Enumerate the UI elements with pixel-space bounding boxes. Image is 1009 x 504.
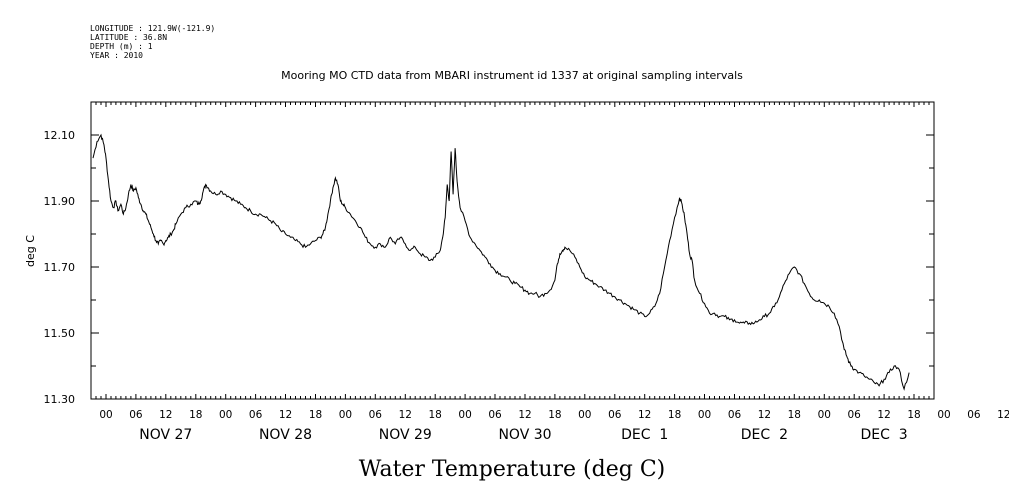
x-tick-label: 18 [907,409,920,421]
meta-latitude: LATITUDE : 36.8N [90,33,167,42]
x-day-labels: NOV 27 NOV 28 NOV 29 NOV 30 DEC 1 DEC 2 DEC 3 [139,427,907,443]
y-tick-label: 11.70 [44,261,76,274]
x-tick-label: 18 [189,409,202,421]
x-tick-label: 06 [848,409,862,421]
y-tick-labels: 11.30 11.50 11.70 11.90 12.10 [44,129,76,406]
y-axis-label: deg C [24,235,37,267]
x-tick-label: 00 [99,409,112,421]
x-tick-label: 18 [429,409,442,421]
x-tick-labels: 00 06 12 18 00 06 12 18 00 06 12 18 00 06 12 18 00 06 12 18… [99,409,1009,421]
x-tick-label: 12 [279,409,292,421]
x-tick-label: 00 [458,409,471,421]
x-tick-label: 00 [219,409,232,421]
x-tick-label: 12 [518,409,531,421]
y-tick-label: 11.50 [44,327,76,340]
x-tick-label: 06 [249,409,263,421]
x-tick-label: 06 [488,409,502,421]
x-tick-label: 06 [369,409,383,421]
plot-frame [90,101,935,400]
x-tick-label: 18 [548,409,561,421]
x-day-label: NOV 29 [379,427,432,443]
x-tick-label: 18 [668,409,681,421]
axis-ticks [90,101,935,400]
chart-title: Mooring MO CTD data from MBARI instrumen… [281,69,743,82]
x-tick-label: 00 [698,409,711,421]
x-tick-label: 18 [309,409,322,421]
x-tick-label: 00 [578,409,591,421]
x-day-label: DEC 1 [621,427,668,443]
x-day-label: DEC 3 [860,427,907,443]
x-tick-label: 06 [728,409,742,421]
meta-depth: DEPTH (m) : 1 [90,42,153,51]
x-tick-label: 06 [129,409,143,421]
x-tick-label: 06 [608,409,622,421]
series-line-water-temperature [92,133,910,391]
x-tick-label: 12 [758,409,771,421]
meta-longitude: LONGITUDE : 121.9W(-121.9) [90,24,215,33]
x-tick-label: 12 [997,409,1009,421]
x-tick-label: 12 [877,409,890,421]
y-tick-label: 11.90 [44,195,76,208]
y-tick-label: 11.30 [44,393,76,406]
x-tick-label: 12 [159,409,172,421]
x-day-label: NOV 30 [498,427,551,443]
x-tick-label: 18 [788,409,801,421]
metadata-block: LONGITUDE : 121.9W(-121.9) LATITUDE : 36… [90,24,215,60]
x-day-label: NOV 28 [259,427,312,443]
x-tick-label: 00 [339,409,352,421]
x-tick-label: 00 [937,409,950,421]
x-day-label: DEC 2 [741,427,788,443]
x-tick-label: 06 [967,409,981,421]
meta-year: YEAR : 2010 [90,51,143,60]
x-day-label: NOV 27 [139,427,192,443]
x-tick-label: 00 [818,409,831,421]
x-tick-label: 12 [399,409,412,421]
x-tick-label: 12 [638,409,651,421]
y-tick-label: 12.10 [44,129,76,142]
x-axis-title: Water Temperature (deg C) [359,457,666,482]
